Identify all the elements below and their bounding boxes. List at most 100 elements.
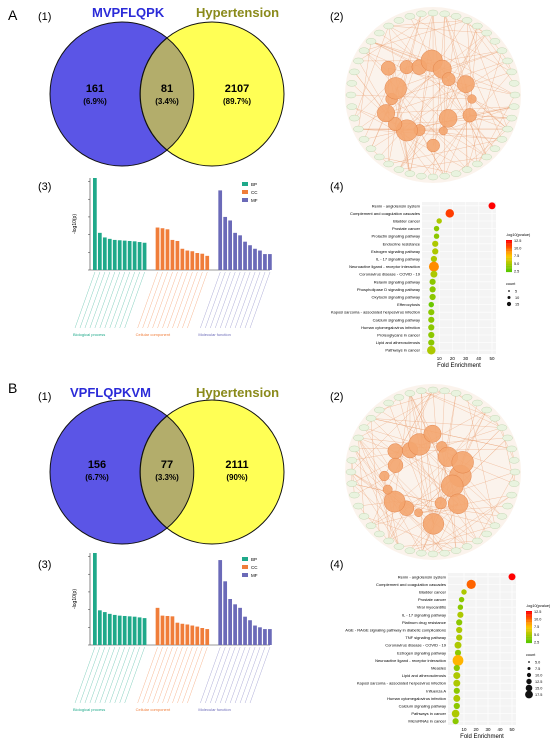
venn-a-mid-count: 81 [161,83,173,95]
kegg-bubble-a-category-label: Neuroactive ligand - receptor interactio… [349,264,420,269]
network-a-node-outer [416,173,426,179]
kegg-bubble-a-category-label: Complement and coagulation cascades [350,211,420,216]
go-bar-b-xlabel-line [182,647,202,703]
kegg-bubble-a-point [430,286,436,292]
go-bar-b-bar-CC [190,626,194,645]
go-bar-a-bar-BP [143,243,147,270]
network-b-node-inner [414,509,422,517]
go-bar-b-xlabel-line [115,647,135,703]
kegg-bubble-a-colorbar-step [506,267,512,269]
go-bar-a-bar-MF [228,220,232,270]
network-a-node-outer [394,167,404,173]
network-a-node-inner [400,60,414,74]
go-bar-a-bar-CC [181,249,185,270]
kegg-bubble-b-category-label: Kaposi sarcoma - associated herpesvirus … [357,681,446,686]
kegg-bubble-b-colorbar-step [526,617,532,619]
kegg-bubble-b-size-dot [526,685,533,692]
network-a-node-outer [509,80,519,86]
kegg-bubble-b-x-tick-label: 40 [497,727,503,732]
kegg-bubble-a-point [434,226,439,231]
go-bar-b-ylabel: -log10(p) [72,589,78,609]
sublabel-a4: (4) [330,181,343,193]
kegg-bubble-a-point [436,218,441,223]
go-bar-a-bar-BP [138,242,142,270]
kegg-bubble-a-colorbar-step [506,245,512,247]
kegg-bubble-a-colorbar-tick: 2.5 [514,269,519,273]
network-b-node-outer [346,469,356,475]
network-b-node-outer [428,387,438,393]
go-bar-a-bar-MF [268,254,272,270]
go-bar-a-group-label: Biological process [73,332,105,337]
kegg-bubble-a-category-label: Coronavirus disease - COVID - 19 [359,272,420,277]
network-a-node-outer [366,146,376,152]
go-bar-b-bar-CC [185,624,189,645]
go-bar-b-xlabel-line [200,647,220,703]
kegg-bubble-b-category-label: Complement and coagulation cascades [376,582,446,587]
go-bar-b-legend-swatch [242,557,248,561]
go-bar-b-xlabel-line [163,647,183,703]
go-bar-b-group-label: Molecular function [198,707,230,712]
network-b-node-outer [347,457,357,463]
kegg-bubble-b-colorbar-step [526,633,532,635]
kegg-bubble-b-category-label: Bladder cancer [419,590,447,595]
venn-a: MVPFLQPK Hypertension 161 (6.9%) 81 (3.4… [50,5,284,166]
go-bar-a-xlabel-line [220,272,240,328]
network-a-node-inner [385,77,407,99]
kegg-bubble-a-point [446,209,454,217]
go-bar-b-bar-MF [223,581,227,645]
sublabel-a2: (2) [330,11,343,23]
kegg-bubble-a-plot-bg [422,202,496,354]
panel-letter-a: A [8,7,18,23]
go-bar-b-xlabel-line [80,647,100,703]
go-bar-a-legend-label: BP [251,182,257,187]
network-a-node-outer [359,48,369,54]
go-bar-b-xlabel-line [167,647,187,703]
go-bar-a-xlabel-line [105,272,125,328]
kegg-bubble-a-size-title: count [506,282,516,286]
network-a-node-outer [394,17,404,23]
go-bar-b-xlabel-line [235,647,255,703]
go-bar-a-xlabel-line [200,272,220,328]
go-bar-a-bar-MF [238,235,242,270]
kegg-bubble-a-size-label: 15 [515,303,519,307]
kegg-bubble-b-size-label: 7.5 [535,667,540,671]
kegg-bubble-a-colorbar-step [506,250,512,252]
network-a-node-outer [503,126,513,132]
network-a-node-outer [359,136,369,142]
go-bar-b-xlabel-line [75,647,95,703]
network-b-node-outer [503,435,513,441]
network-a-node-outer [509,104,519,110]
go-bar-b-bar-MF [258,627,262,645]
network-b-node-inner [388,444,403,459]
go-bar-b-bar-MF [228,599,232,645]
kegg-bubble-a-category-label: Prolactin signaling pathway [372,234,420,239]
network-b-node-inner [448,494,468,514]
go-bar-b-xlabel-line [187,647,207,703]
network-a-node-outer [507,115,517,121]
network-a-node-outer [451,13,461,19]
network-a-node-inner [377,104,394,121]
network-a-node-outer [451,171,461,177]
go-bar-a-xlabel-line [235,272,255,328]
kegg-bubble-b-colorbar-step [526,611,532,613]
kegg-bubble-b-category-label: Viral myocarditis [417,605,446,610]
kegg-bubble-a-colorbar-step [506,246,512,248]
go-bar-a-xlabel-line [125,272,145,328]
network-a-node-outer [374,154,384,160]
kegg-bubble-a-point [428,309,434,315]
kegg-bubble-b-colorbar-step [526,625,532,627]
go-bar-b-xlabel-line [250,647,270,703]
go-bar-b-xlabel-line [172,647,192,703]
kegg-bubble-b-category-label: Platinum drug resistance [402,620,447,625]
kegg-bubble-b-point [455,642,462,649]
kegg-bubble-b-size-label: 17.5 [535,693,542,697]
go-bar-b-xlabel-line [90,647,110,703]
venn-b: VPFLQPKVM Hypertension 156 (6.7%) 77 (3.… [50,385,284,544]
network-a-node-outer [497,48,507,54]
network-b-node-outer [359,513,369,519]
kegg-bubble-b-point [453,718,459,724]
go-bar-a-bar-BP [123,241,127,270]
kegg-bubble-a-colorbar-step [506,261,512,263]
go-bar-a-xlabel-line [115,272,135,328]
venn-a-right-count: 2107 [225,83,249,95]
